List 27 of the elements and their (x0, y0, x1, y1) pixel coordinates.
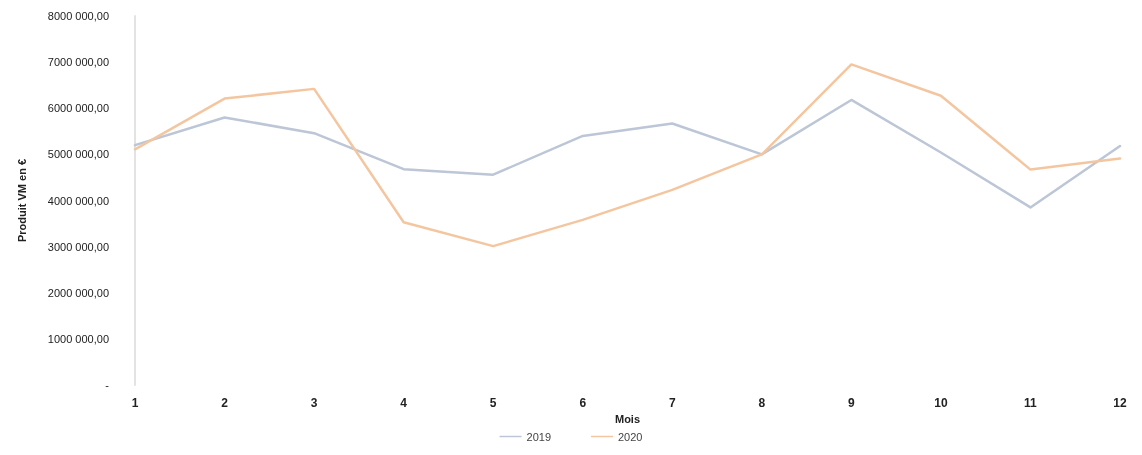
y-tick-label: 6000 000,00 (47, 102, 109, 115)
y-tick-label: 8000 000,00 (47, 10, 109, 22)
line-series (133, 63, 1122, 248)
x-tick-label: 3 (310, 396, 318, 410)
y-tick-label: 3000 000,00 (47, 240, 109, 253)
legend-label: 2019 (526, 430, 552, 443)
x-tick-label: 11 (1024, 396, 1038, 410)
y-tick-label: 2000 000,00 (47, 286, 109, 299)
x-tick-label: 10 (934, 396, 948, 410)
line-series (133, 98, 1122, 209)
x-tick-label: 2 (221, 396, 229, 410)
y-axis-title: Produit VM en € (15, 158, 28, 243)
legend-label: 2020 (618, 430, 643, 443)
y-tick-label: - (105, 379, 110, 391)
x-tick-label: 5 (489, 396, 497, 410)
x-tick-label: 8 (758, 396, 766, 410)
x-tick-label: 9 (848, 396, 856, 410)
y-tick-label: 4000 000,00 (47, 194, 109, 207)
x-axis-title: Mois (614, 413, 641, 426)
y-tick-label: 7000 000,00 (47, 56, 109, 69)
x-tick-label: 7 (668, 396, 676, 410)
x-tick-label: 1 (131, 396, 139, 410)
y-tick-label: 5000 000,00 (47, 148, 109, 161)
y-tick-label: 1000 000,00 (47, 332, 109, 345)
x-tick-label: 12 (1113, 396, 1127, 410)
x-tick-label: 6 (579, 396, 587, 410)
x-tick-label: 4 (400, 396, 408, 410)
